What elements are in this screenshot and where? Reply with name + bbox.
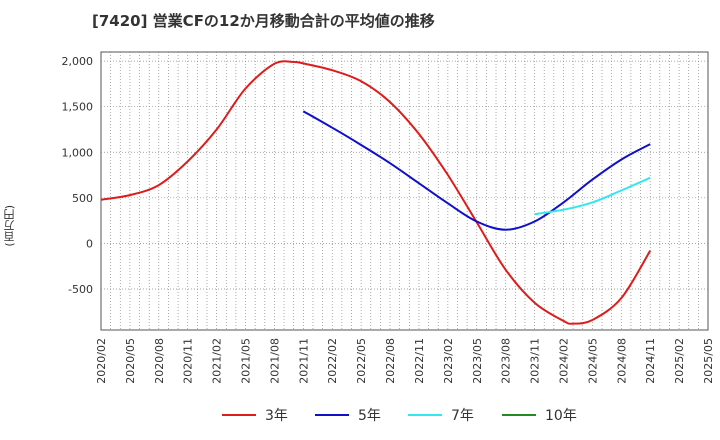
legend-swatch [315, 414, 349, 416]
x-tick-label: 2020/05 [124, 338, 137, 384]
x-tick-label: 2025/02 [673, 338, 686, 384]
y-tick-label: -500 [68, 283, 93, 296]
x-tick-label: 2022/08 [384, 338, 397, 384]
y-tick-label: 1,000 [62, 146, 94, 159]
x-tick-label: 2021/02 [211, 338, 224, 384]
x-tick-label: 2023/08 [500, 338, 513, 384]
axis-layer: 2,000 1,500 1,000 500 0 -500 2020/02 2020/05 202… [62, 55, 716, 384]
x-tick-label: 2022/05 [355, 338, 368, 384]
series-line-1 [302, 110, 651, 231]
grid-layer [100, 51, 709, 331]
x-tick-label: 2025/05 [702, 338, 715, 384]
legend-label: 3年 [265, 408, 288, 424]
x-tick-label: 2021/08 [268, 338, 281, 384]
x-tick-label: 2021/05 [240, 338, 253, 384]
y-tick-label: 2,000 [62, 55, 94, 68]
x-tick-label: 2024/05 [586, 338, 599, 384]
legend-swatch [408, 414, 442, 416]
x-tick-label: 2020/11 [182, 338, 195, 384]
x-tick-label: 2021/11 [297, 338, 310, 384]
x-tick-label: 2024/08 [615, 338, 628, 384]
x-tick-label: 2023/02 [442, 338, 455, 384]
x-tick-label: 2022/11 [413, 338, 426, 384]
x-tick-label: 2020/02 [95, 338, 108, 384]
y-tick-label: 1,500 [62, 101, 94, 114]
y-tick-label: 500 [72, 192, 93, 205]
x-tick-label: 2023/05 [471, 338, 484, 384]
x-tick-label: 2024/02 [557, 338, 570, 384]
plot-frame [100, 51, 709, 331]
legend-label: 7年 [451, 408, 474, 424]
series-layer [100, 60, 652, 325]
legend-swatch [222, 414, 256, 416]
legend-label: 10年 [545, 408, 577, 424]
x-tick-label: 2023/11 [529, 338, 542, 384]
x-tick-label: 2024/11 [644, 338, 657, 384]
y-tick-label: 0 [86, 237, 93, 250]
x-tick-label: 2020/08 [153, 338, 166, 384]
series-line-0 [100, 60, 652, 325]
chart-title: [7420] 営業CFの12か月移動合計の平均値の推移 [92, 12, 435, 30]
series-line-2 [534, 176, 651, 216]
chart-legend: 3年 5年 7年 10年 [0, 400, 720, 430]
x-tick-label: 2022/02 [326, 338, 339, 384]
legend-swatch [502, 414, 536, 416]
legend-label: 5年 [358, 408, 381, 424]
